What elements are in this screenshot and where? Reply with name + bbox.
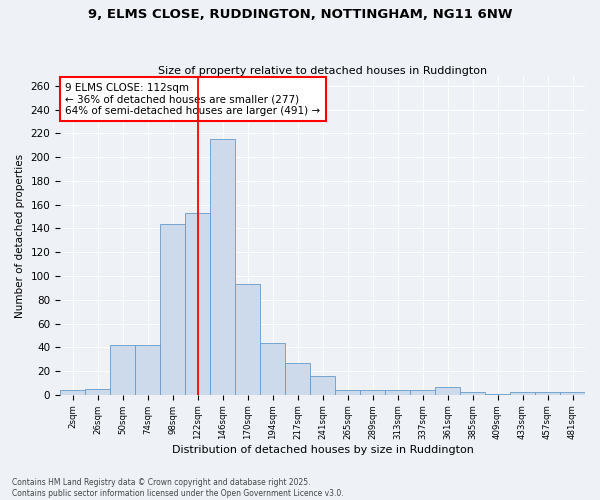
Bar <box>510 392 535 395</box>
Y-axis label: Number of detached properties: Number of detached properties <box>15 154 25 318</box>
Bar <box>535 392 560 395</box>
Bar <box>185 213 210 395</box>
Bar <box>460 392 485 395</box>
Bar <box>385 390 410 395</box>
Text: 9, ELMS CLOSE, RUDDINGTON, NOTTINGHAM, NG11 6NW: 9, ELMS CLOSE, RUDDINGTON, NOTTINGHAM, N… <box>88 8 512 20</box>
Bar <box>110 345 135 395</box>
Bar <box>310 376 335 395</box>
Title: Size of property relative to detached houses in Ruddington: Size of property relative to detached ho… <box>158 66 487 76</box>
Bar <box>60 390 85 395</box>
Text: Contains HM Land Registry data © Crown copyright and database right 2025.
Contai: Contains HM Land Registry data © Crown c… <box>12 478 344 498</box>
Bar <box>260 342 285 395</box>
Bar <box>135 345 160 395</box>
Bar <box>160 224 185 395</box>
Text: 9 ELMS CLOSE: 112sqm
← 36% of detached houses are smaller (277)
64% of semi-deta: 9 ELMS CLOSE: 112sqm ← 36% of detached h… <box>65 82 320 116</box>
Bar <box>335 390 360 395</box>
Bar <box>485 394 510 395</box>
Bar <box>210 140 235 395</box>
X-axis label: Distribution of detached houses by size in Ruddington: Distribution of detached houses by size … <box>172 445 473 455</box>
Bar <box>85 389 110 395</box>
Bar <box>360 390 385 395</box>
Bar <box>435 386 460 395</box>
Bar <box>410 390 435 395</box>
Bar <box>560 392 585 395</box>
Bar <box>235 284 260 395</box>
Bar <box>285 363 310 395</box>
